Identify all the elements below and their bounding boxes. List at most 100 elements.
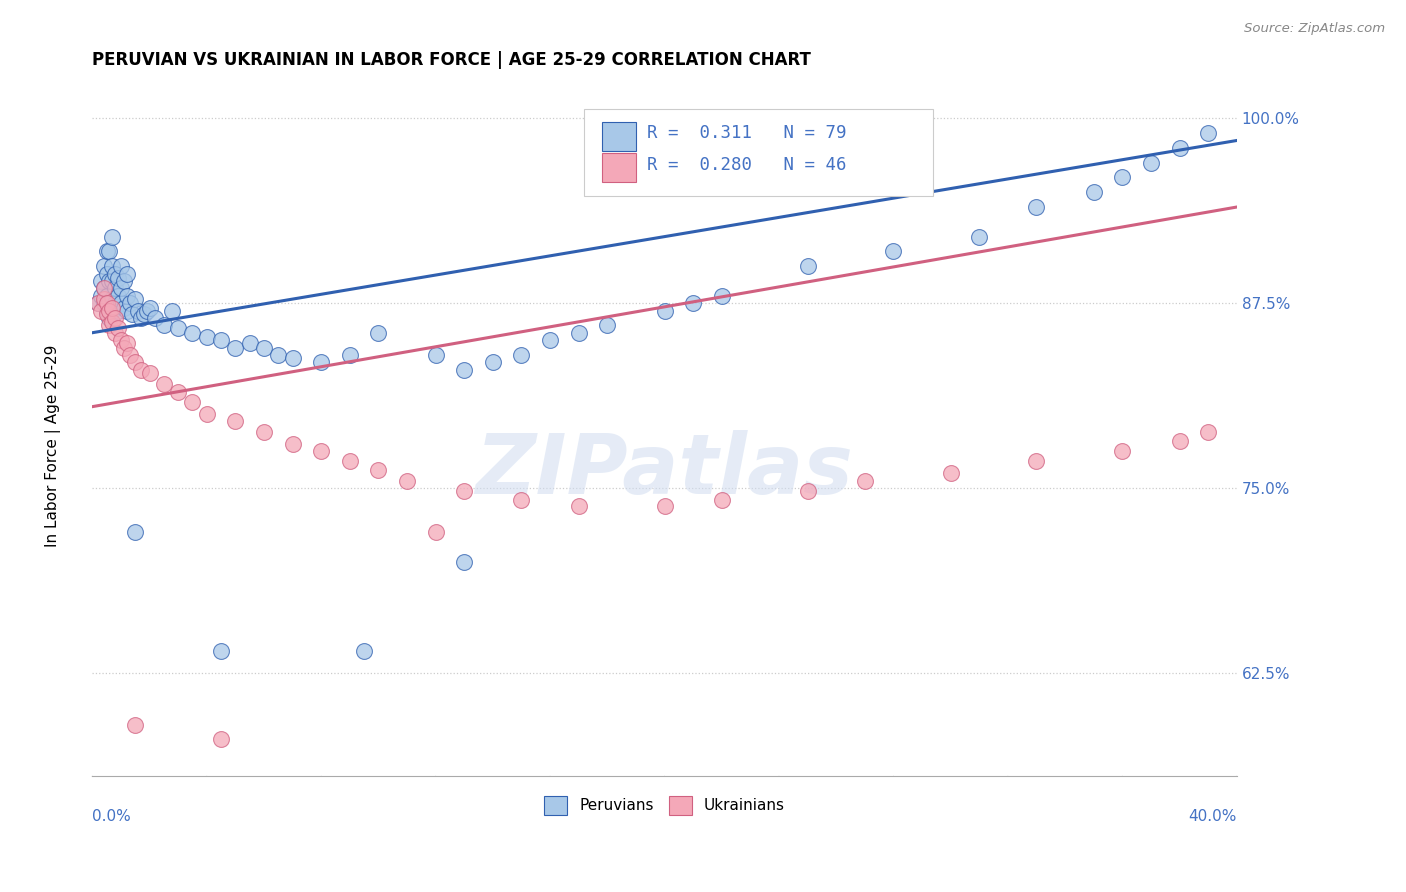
Point — [853, 474, 876, 488]
Point — [281, 351, 304, 365]
Point — [110, 333, 132, 347]
Point — [124, 292, 146, 306]
Point — [425, 525, 447, 540]
Point — [510, 348, 533, 362]
Point — [104, 281, 127, 295]
Point — [98, 318, 121, 333]
Point — [267, 348, 290, 362]
Point — [98, 244, 121, 259]
Point — [115, 336, 138, 351]
Point — [93, 292, 115, 306]
Point — [181, 395, 204, 409]
Point — [127, 303, 149, 318]
Point — [115, 267, 138, 281]
Text: 0.0%: 0.0% — [93, 809, 131, 824]
Point — [253, 425, 276, 439]
Point — [309, 444, 332, 458]
Point — [101, 292, 124, 306]
Point — [98, 274, 121, 288]
Point — [1140, 155, 1163, 169]
Point — [1025, 454, 1047, 468]
Point — [654, 303, 676, 318]
Point — [367, 326, 389, 340]
Point — [101, 259, 124, 273]
Point — [101, 229, 124, 244]
Point — [209, 333, 232, 347]
FancyBboxPatch shape — [602, 121, 636, 151]
Point — [112, 341, 135, 355]
Point — [1197, 126, 1219, 140]
Point — [309, 355, 332, 369]
Point — [1168, 141, 1191, 155]
Point — [115, 289, 138, 303]
FancyBboxPatch shape — [585, 109, 934, 196]
Point — [135, 303, 157, 318]
Text: PERUVIAN VS UKRAINIAN IN LABOR FORCE | AGE 25-29 CORRELATION CHART: PERUVIAN VS UKRAINIAN IN LABOR FORCE | A… — [93, 51, 811, 69]
Point — [90, 303, 112, 318]
Point — [104, 310, 127, 325]
Point — [90, 289, 112, 303]
Point — [1197, 425, 1219, 439]
Point — [167, 321, 190, 335]
Text: R =  0.280   N = 46: R = 0.280 N = 46 — [647, 156, 846, 174]
Point — [1025, 200, 1047, 214]
Point — [796, 483, 818, 498]
Point — [124, 525, 146, 540]
Point — [132, 306, 155, 320]
Point — [104, 296, 127, 310]
Point — [153, 318, 176, 333]
Point — [87, 296, 110, 310]
FancyBboxPatch shape — [602, 153, 636, 182]
Point — [118, 348, 141, 362]
Point — [596, 318, 619, 333]
Point — [796, 259, 818, 273]
Point — [129, 362, 152, 376]
Point — [96, 296, 118, 310]
Point — [195, 330, 218, 344]
Text: R =  0.311   N = 79: R = 0.311 N = 79 — [647, 125, 846, 143]
Point — [110, 259, 132, 273]
Point — [209, 732, 232, 747]
Point — [124, 717, 146, 731]
Point — [967, 229, 990, 244]
Point — [101, 303, 124, 318]
Legend: Peruvians, Ukrainians: Peruvians, Ukrainians — [538, 790, 792, 821]
Point — [98, 310, 121, 325]
Point — [353, 643, 375, 657]
Point — [162, 303, 184, 318]
Point — [710, 492, 733, 507]
Point — [224, 341, 246, 355]
Text: ZIPatlas: ZIPatlas — [475, 430, 853, 511]
Point — [253, 341, 276, 355]
Point — [107, 303, 129, 318]
Point — [339, 454, 361, 468]
Point — [710, 289, 733, 303]
Point — [104, 267, 127, 281]
Point — [93, 296, 115, 310]
Point — [112, 274, 135, 288]
Point — [93, 281, 115, 295]
Point — [939, 466, 962, 480]
Point — [396, 474, 419, 488]
Point — [367, 463, 389, 477]
Point — [568, 326, 591, 340]
Point — [93, 259, 115, 273]
Point — [112, 301, 135, 315]
Point — [121, 306, 143, 320]
Point — [167, 384, 190, 399]
Point — [453, 555, 475, 569]
Point — [98, 296, 121, 310]
Point — [425, 348, 447, 362]
Point — [129, 310, 152, 325]
Text: 40.0%: 40.0% — [1188, 809, 1237, 824]
Point — [882, 244, 904, 259]
Point — [682, 296, 704, 310]
Point — [107, 271, 129, 285]
Point — [538, 333, 561, 347]
Point — [98, 303, 121, 318]
Point — [1168, 434, 1191, 448]
Point — [153, 377, 176, 392]
Point — [510, 492, 533, 507]
Point — [1111, 444, 1133, 458]
Point — [339, 348, 361, 362]
